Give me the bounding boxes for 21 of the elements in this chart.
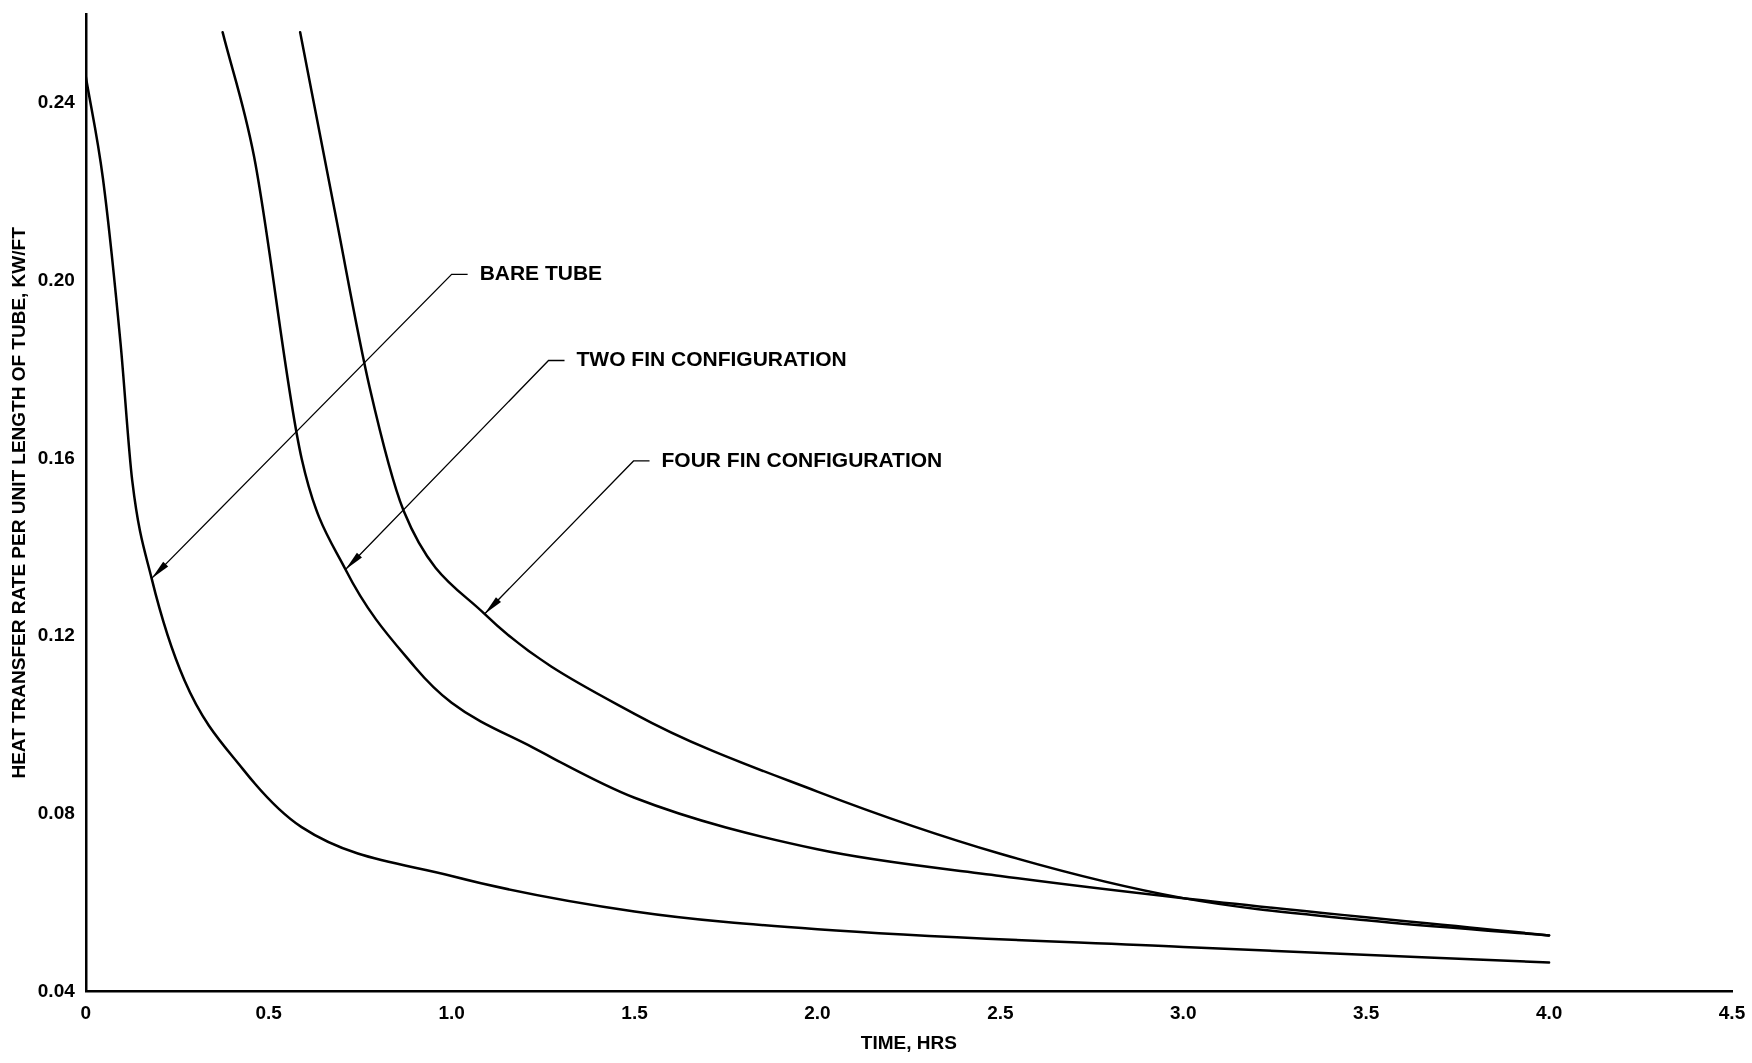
y-tick-label: 0.16 (37, 446, 75, 468)
x-tick-label: 1.5 (621, 1002, 649, 1024)
annotation: FOUR FIN CONFIGURATION (661, 447, 943, 471)
x-tick-label: 4.0 (1535, 1002, 1563, 1024)
x-tick-label: 0.5 (255, 1002, 283, 1024)
x-tick-label: 4.5 (1718, 1002, 1746, 1024)
y-tick-label: 0.24 (37, 91, 76, 113)
x-axis-title: TIME, HRS (860, 1031, 957, 1053)
x-tick-label: 2.5 (987, 1002, 1014, 1024)
x-tick-label: 3.0 (1170, 1002, 1197, 1024)
x-tick-label: 3.5 (1352, 1002, 1380, 1024)
y-tick-label: 0.12 (37, 624, 75, 646)
x-tick-label: 2.0 (804, 1002, 831, 1024)
y-tick-label: 0.04 (37, 979, 76, 1001)
annotation: BARE TUBE (479, 261, 603, 285)
y-tick-label: 0.08 (37, 802, 75, 823)
x-tick-label: 0 (80, 1002, 92, 1024)
x-tick-label: 1.0 (438, 1002, 465, 1024)
y-axis-title: HEAT TRANSFER RATE PER UNIT LENGTH OF TUBE, KW/FT (7, 226, 29, 779)
annotation: TWO FIN CONFIGURATION (576, 347, 847, 371)
y-tick-label: 0.20 (37, 269, 75, 291)
